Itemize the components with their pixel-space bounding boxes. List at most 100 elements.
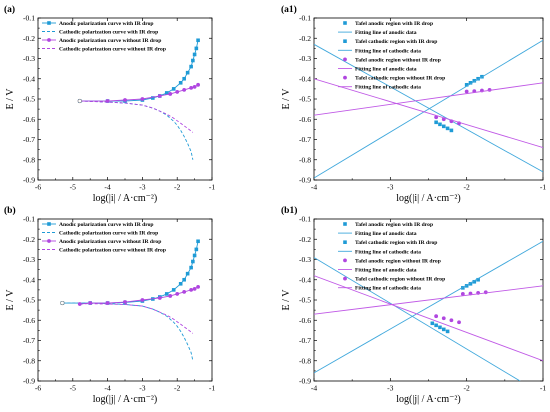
legend-entry: Tafel cathodic region without IR drop — [355, 277, 445, 283]
y-tick-label: -0.7 — [299, 336, 311, 345]
legend-marker — [343, 21, 347, 25]
data-point — [77, 98, 82, 104]
y-tick-label: -0.5 — [23, 95, 35, 104]
x-tick-label: -3 — [139, 384, 146, 393]
data-point — [189, 287, 194, 292]
legend-entry: Fitting line of cathodic data — [355, 249, 421, 255]
data-point — [192, 52, 197, 57]
y-tick-label: -0.8 — [23, 356, 35, 365]
x-tick-label: -2 — [464, 183, 471, 192]
x-tick-label: -3 — [387, 183, 394, 192]
legend-entry: Fitting line of cathodic data — [355, 85, 421, 91]
data-point — [171, 288, 176, 292]
plot-area — [314, 240, 543, 381]
y-axis-label: E / V — [5, 88, 16, 110]
legend-marker — [343, 39, 347, 43]
x-tick-label: -4 — [311, 183, 318, 192]
data-point — [164, 292, 169, 296]
y-tick-label: -0.7 — [299, 135, 311, 144]
data-point — [196, 284, 200, 289]
y-tick-label: -0.1 — [23, 215, 35, 224]
x-tick-label: -1 — [209, 384, 216, 393]
series-line — [79, 84, 199, 102]
panel-label: (b1) — [281, 205, 297, 216]
y-tick-label: -0.4 — [299, 74, 311, 83]
y-axis-label: E / V — [281, 289, 292, 311]
data-point — [140, 97, 145, 101]
data-point — [457, 320, 461, 325]
data-point — [178, 81, 183, 85]
data-point — [189, 85, 194, 90]
series-line — [314, 82, 543, 116]
data-point — [434, 323, 438, 328]
y-tick-label: -0.4 — [23, 275, 35, 284]
data-point — [196, 239, 200, 244]
legend-entry: Tafel cathodic region without IR drop — [355, 76, 445, 82]
data-point — [464, 284, 469, 288]
data-point — [185, 70, 190, 75]
x-tick-label: -3 — [387, 384, 394, 393]
legend-marker — [47, 38, 51, 42]
legend-entry: Anodic polarization curve with IR drop — [59, 222, 154, 228]
series-line — [79, 100, 194, 160]
data-point — [182, 277, 186, 282]
y-tick-label: -0.4 — [23, 74, 35, 83]
legend-entry: Cathodic polarization curve with IR drop — [59, 30, 158, 36]
y-tick-label: -0.4 — [299, 275, 311, 284]
x-axis-label: log(|j| / A·cm⁻²) — [93, 394, 158, 405]
data-point — [438, 122, 442, 127]
data-point — [123, 98, 127, 102]
x-tick-label: -4 — [104, 183, 111, 192]
data-point — [182, 76, 186, 81]
series-line — [62, 302, 194, 361]
data-point — [182, 290, 187, 294]
data-point — [468, 81, 473, 85]
legend: Tafel anodic region with IR drop Fitting … — [338, 21, 445, 91]
data-point — [191, 259, 195, 264]
legend-entry: Tafel cathodic region with IR drop — [355, 39, 437, 45]
x-tick-label: -5 — [70, 384, 77, 393]
y-tick-label: -0.6 — [23, 316, 35, 325]
data-point — [464, 83, 469, 87]
data-point — [178, 282, 183, 286]
legend-entry: Tafel anodic region without IR drop — [355, 258, 441, 264]
legend-entry: Fitting line of anodic data — [355, 30, 417, 36]
data-point — [194, 247, 199, 252]
x-tick-label: -4 — [311, 384, 318, 393]
data-point — [464, 89, 469, 94]
data-point — [445, 126, 450, 131]
legend-marker — [47, 21, 51, 25]
series-line — [79, 100, 194, 133]
y-tick-label: -0.3 — [299, 255, 311, 264]
y-tick-label: -0.7 — [23, 336, 35, 345]
series-line — [314, 43, 543, 173]
y-tick-label: -0.5 — [299, 95, 311, 104]
y-tick-label: -0.3 — [299, 54, 311, 63]
panel-b1: (b1) -0.9 -0.8 -0.7 -0.6 -0.5 -0.4 -0.3 -0.2 -0.1… — [281, 205, 546, 405]
panel-a1: (a1) -0.9 -0.8 -0.7 -0.6 -0.5 -0.4 -0.3 -0.2 -0.1… — [281, 4, 546, 204]
x-tick-label: -6 — [35, 183, 42, 192]
panel-label: (a1) — [281, 4, 297, 15]
series-line — [314, 275, 543, 362]
data-point — [430, 321, 435, 326]
x-tick-label: -2 — [174, 384, 181, 393]
legend-marker — [343, 240, 347, 244]
x-tick-label: -4 — [104, 384, 111, 393]
legend-entry: Fitting line of cathodic data — [355, 48, 421, 54]
y-axis-label: E / V — [281, 88, 292, 110]
y-tick-label: -0.9 — [299, 377, 311, 386]
y-tick-label: -0.1 — [299, 14, 311, 23]
data-point — [196, 82, 200, 87]
data-point — [460, 292, 465, 296]
panel-label: (a) — [4, 4, 15, 15]
data-point — [192, 84, 197, 89]
data-point — [175, 292, 180, 296]
data-point — [438, 325, 442, 330]
data-point — [476, 76, 480, 81]
legend: Anodic polarization curve with IR drop Ca… — [42, 222, 166, 254]
data-point — [191, 58, 195, 63]
data-point — [189, 265, 193, 270]
legend-entry: Tafel anodic region with IR drop — [355, 222, 433, 228]
y-axis-label: E / V — [5, 289, 16, 311]
legend-marker — [47, 239, 51, 243]
